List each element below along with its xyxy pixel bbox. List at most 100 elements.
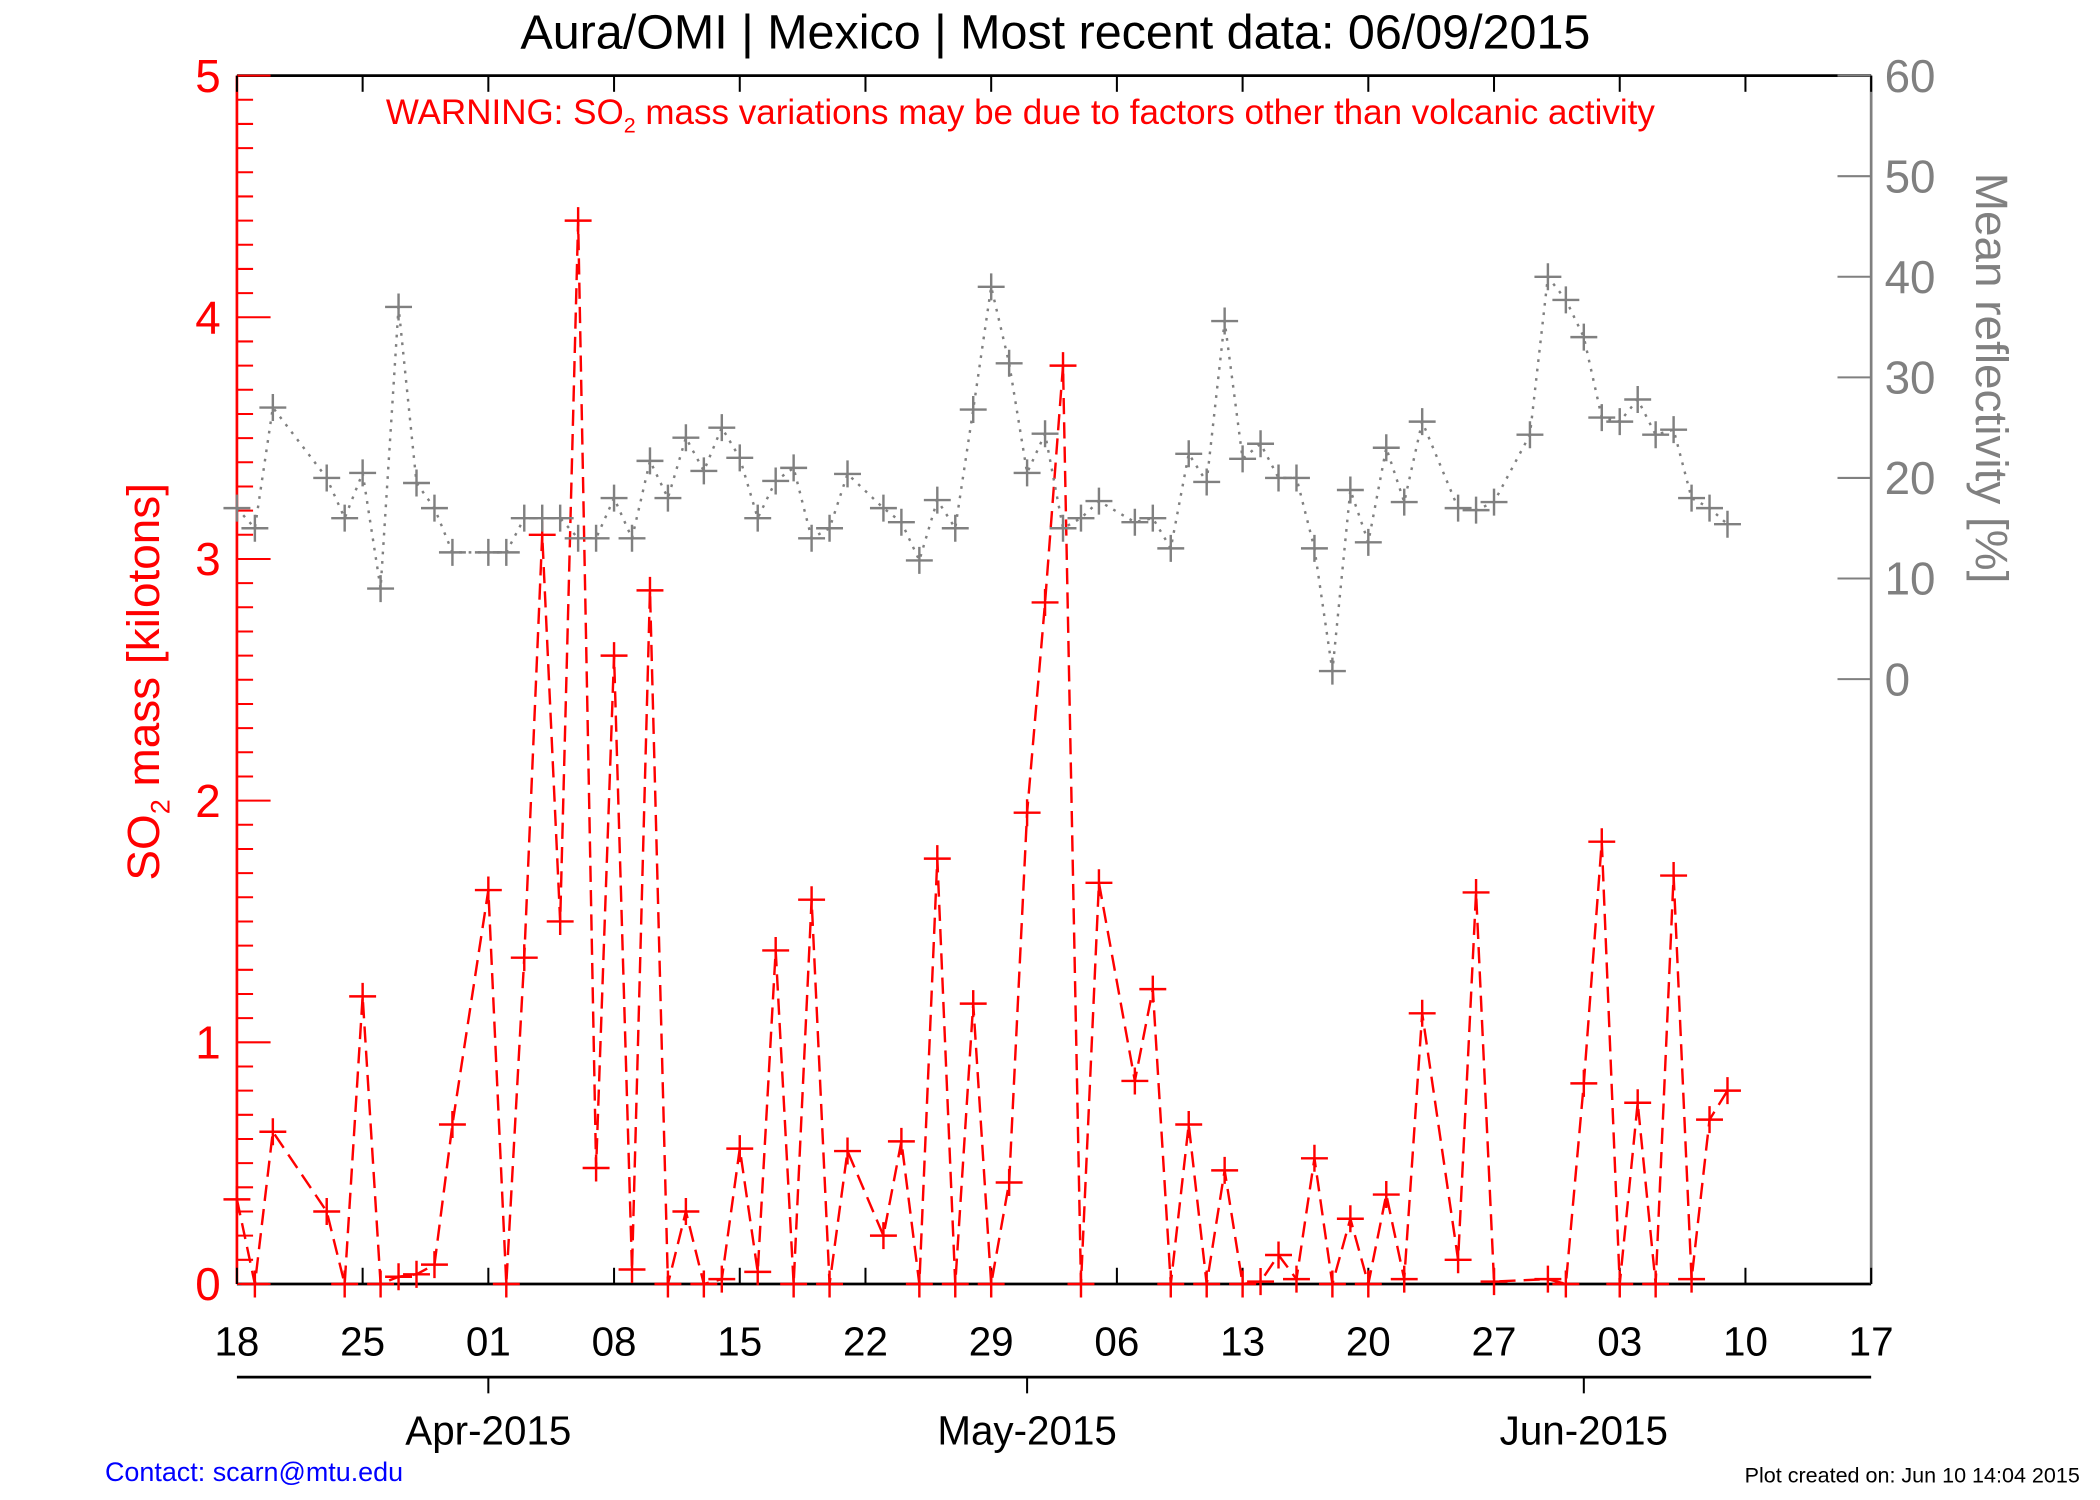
reflectivity-point <box>744 504 772 532</box>
so2-mass-point <box>1678 1265 1706 1293</box>
month-label: May-2015 <box>937 1408 1117 1454</box>
month-label: Apr-2015 <box>405 1408 571 1454</box>
so2-mass-point <box>259 1118 287 1146</box>
reflectivity-point <box>1157 534 1185 562</box>
so2-mass-point <box>1085 869 1113 897</box>
reflectivity-point <box>1085 487 1113 515</box>
y-right-tick-label: 30 <box>1885 353 1936 404</box>
y-right-tick-label: 20 <box>1885 453 1936 504</box>
y-axis-left-label: SO2 mass [kilotons] <box>118 483 176 881</box>
so2-mass-point <box>726 1135 754 1163</box>
reflectivity-point <box>1696 494 1723 522</box>
y-left-tick-label: 4 <box>195 292 220 343</box>
so2-mass-point <box>1336 1205 1364 1233</box>
so2-mass-point <box>421 1251 448 1279</box>
reflectivity-point <box>654 484 682 512</box>
x-tick-label: 15 <box>717 1318 762 1364</box>
reflectivity-point <box>816 514 844 542</box>
so2-mass-point <box>582 1154 610 1182</box>
reflectivity-point <box>367 575 395 603</box>
so2-mass-point <box>385 1263 413 1291</box>
so2-mass-point <box>672 1197 700 1225</box>
so2-mass-point <box>1606 1270 1634 1298</box>
reflectivity-point <box>1714 510 1741 538</box>
so2-mass-point <box>1372 1181 1400 1209</box>
y-right-tick-label: 50 <box>1885 151 1936 202</box>
reflectivity-point <box>492 538 520 566</box>
so2-mass-point <box>600 642 628 670</box>
reflectivity-point <box>798 524 826 552</box>
warning-text: WARNING: SO2 mass variations may be due … <box>386 93 1656 137</box>
reflectivity-point <box>1660 416 1688 444</box>
so2-mass-point <box>331 1270 359 1298</box>
so2-mass-point <box>438 1110 466 1138</box>
reflectivity-point <box>959 396 987 424</box>
so2-mass-point <box>223 1185 251 1213</box>
so2-mass-point <box>1444 1246 1472 1274</box>
reflectivity-point <box>582 524 610 552</box>
so2-mass-point <box>510 944 538 972</box>
reflectivity-point <box>1229 445 1257 473</box>
so2-mass-point <box>690 1270 718 1298</box>
so2-mass-point <box>1714 1077 1741 1105</box>
reflectivity-point <box>331 504 359 532</box>
reflectivity-point <box>690 457 718 485</box>
x-tick-label: 27 <box>1472 1318 1517 1364</box>
x-tick-label: 03 <box>1597 1318 1642 1364</box>
contact-link[interactable]: Contact: scarn@mtu.edu <box>105 1457 403 1487</box>
so2-mass-point <box>313 1197 341 1225</box>
so2-mass-point <box>1013 799 1041 827</box>
reflectivity-point <box>600 484 628 512</box>
so2-mass-point <box>1175 1110 1203 1138</box>
x-tick-label: 08 <box>592 1318 637 1364</box>
y-left-tick-label: 2 <box>195 776 220 827</box>
reflectivity-point <box>672 424 700 452</box>
so2-mass-point <box>1588 828 1616 856</box>
reflectivity-point <box>349 459 377 487</box>
so2-mass-point <box>1139 975 1167 1003</box>
so2-mass-point <box>995 1168 1023 1196</box>
so2-mass-point <box>1229 1270 1257 1298</box>
so2-mass-point <box>1354 1270 1382 1298</box>
so2-mass-point <box>1283 1265 1310 1293</box>
reflectivity-point <box>1175 440 1203 468</box>
reflectivity-point <box>636 447 664 475</box>
reflectivity-point <box>1552 286 1580 314</box>
reflectivity-point <box>708 414 736 442</box>
reflectivity-point <box>1067 504 1095 532</box>
x-tick-label: 13 <box>1220 1318 1265 1364</box>
reflectivity-point <box>995 349 1023 377</box>
month-label: Jun-2015 <box>1500 1408 1668 1454</box>
so2-mass-point <box>1390 1265 1418 1293</box>
so2-mass-point <box>798 886 826 914</box>
x-tick-label: 17 <box>1849 1318 1894 1364</box>
reflectivity-point <box>1193 468 1221 496</box>
so2-mass-point <box>1121 1067 1149 1095</box>
reflectivity-point <box>1534 263 1562 291</box>
reflectivity-point <box>977 273 1005 301</box>
so2-mass-point <box>708 1265 736 1293</box>
reflectivity-point <box>1300 534 1328 562</box>
reflectivity-point <box>1606 408 1634 436</box>
so2-mass-point <box>636 576 664 604</box>
chart-title: Aura/OMI | Mexico | Most recent data: 06… <box>520 6 1590 60</box>
reflectivity-point <box>762 467 790 495</box>
so2-mass-point <box>1408 999 1436 1027</box>
so2-mass-point <box>1534 1265 1562 1293</box>
so2-mass-point <box>1696 1106 1723 1134</box>
reflectivity-point <box>223 494 251 522</box>
x-tick-label: 06 <box>1094 1318 1139 1364</box>
so2-mass-point <box>241 1270 269 1298</box>
so2-mass-line <box>235 220 1729 1286</box>
so2-mass-point <box>1570 1069 1598 1097</box>
so2-mass-point <box>618 1255 646 1283</box>
reflectivity-point <box>1390 488 1418 516</box>
reflectivity-point <box>1318 657 1346 685</box>
x-tick-label: 01 <box>466 1318 511 1364</box>
x-tick-label: 20 <box>1346 1318 1391 1364</box>
y-right-tick-label: 60 <box>1885 51 1936 102</box>
reflectivity-point <box>1462 496 1490 524</box>
reflectivity-point <box>241 514 269 542</box>
so2-mass-point <box>887 1127 915 1155</box>
reflectivity-point <box>1121 508 1149 536</box>
